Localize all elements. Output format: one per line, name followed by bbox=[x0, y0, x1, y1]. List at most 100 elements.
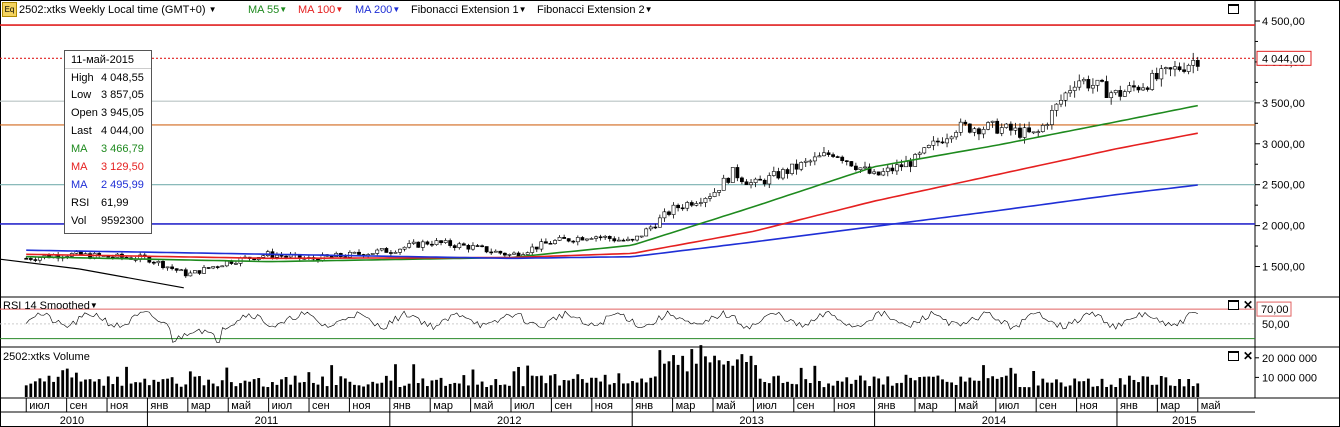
candle-body bbox=[694, 203, 699, 206]
volume-bar bbox=[1159, 376, 1163, 397]
close-icon[interactable]: ✕ bbox=[1243, 349, 1254, 363]
candle-body bbox=[24, 258, 29, 260]
volume-bar bbox=[61, 370, 65, 397]
candle-body bbox=[762, 179, 767, 185]
candle-body bbox=[357, 251, 361, 255]
volume-bar bbox=[394, 364, 397, 397]
chevron-down-icon[interactable]: ▼ bbox=[208, 5, 217, 14]
candle-body bbox=[803, 160, 808, 163]
volume-bar bbox=[471, 369, 475, 397]
candle-body bbox=[389, 252, 393, 254]
volume-bar bbox=[74, 372, 78, 397]
close-icon[interactable]: ✕ bbox=[1243, 298, 1254, 312]
candle-body bbox=[553, 240, 557, 244]
candle-body bbox=[1173, 66, 1177, 70]
month-tick-label: май bbox=[1201, 400, 1221, 412]
volume-bar bbox=[1187, 379, 1191, 397]
candle-body bbox=[1141, 87, 1145, 91]
volume-bar bbox=[88, 379, 92, 397]
chevron-down-icon[interactable]: ▼ bbox=[89, 301, 98, 310]
candle-body bbox=[33, 259, 38, 261]
volume-bar bbox=[922, 376, 926, 397]
candle-body bbox=[38, 257, 42, 261]
volume-bar bbox=[927, 376, 931, 397]
rsi-tick-50: 50,00 bbox=[1262, 319, 1290, 331]
volume-bar bbox=[425, 386, 429, 397]
volume-bar bbox=[699, 345, 703, 397]
volume-bar bbox=[1073, 378, 1077, 397]
info-high: High 4 048,55 bbox=[71, 72, 144, 84]
volume-bar bbox=[1150, 384, 1154, 397]
volume-bar bbox=[503, 384, 507, 397]
maximize-icon[interactable] bbox=[1228, 300, 1239, 310]
candle-body bbox=[165, 266, 170, 269]
ma55-legend[interactable]: MA 55▼ bbox=[248, 4, 288, 16]
candle-body bbox=[826, 152, 831, 155]
volume-bar bbox=[220, 380, 224, 397]
chevron-down-icon[interactable]: ▼ bbox=[392, 5, 401, 14]
info-ma200: MA 2 495,99 bbox=[71, 179, 144, 191]
candle-body bbox=[990, 120, 995, 123]
volume-bar bbox=[1155, 384, 1159, 397]
candle-body bbox=[904, 161, 908, 168]
fib2-legend[interactable]: Fibonacci Extension 2▼ bbox=[537, 4, 653, 16]
candle-body bbox=[562, 237, 567, 239]
volume-bar bbox=[849, 383, 853, 397]
fib1-legend[interactable]: Fibonacci Extension 1▼ bbox=[411, 4, 527, 16]
chevron-down-icon[interactable]: ▼ bbox=[335, 5, 344, 14]
volume-bar bbox=[343, 378, 347, 397]
candle-body bbox=[995, 120, 1000, 134]
candle-body bbox=[703, 198, 708, 203]
candle-body bbox=[940, 141, 945, 144]
volume-bar bbox=[649, 377, 653, 397]
candle-body bbox=[224, 260, 229, 267]
candle-body bbox=[525, 252, 530, 255]
volume-bar bbox=[1064, 386, 1067, 397]
month-tick-label: янв bbox=[150, 400, 168, 412]
symbol-label[interactable]: 2502:xtks Weekly Local time (GMT+0) ▼ bbox=[19, 4, 217, 16]
month-tick-label: май bbox=[474, 400, 494, 412]
candle-body bbox=[986, 122, 990, 130]
rsi-panel-title[interactable]: RSI 14 Smoothed▼ bbox=[3, 300, 98, 312]
volume-bar bbox=[193, 376, 197, 397]
candle-body bbox=[657, 217, 662, 228]
volume-bar bbox=[116, 376, 119, 397]
volume-bar bbox=[348, 381, 352, 397]
volume-bar bbox=[284, 377, 288, 397]
ma200-legend[interactable]: MA 200▼ bbox=[355, 4, 401, 16]
volume-bar bbox=[161, 379, 165, 397]
year-tick-label: 2010 bbox=[60, 415, 84, 427]
chevron-down-icon[interactable]: ▼ bbox=[644, 5, 653, 14]
instrument-icon[interactable]: Eq bbox=[2, 2, 17, 17]
candle-body bbox=[1177, 66, 1182, 71]
candle-body bbox=[1168, 67, 1173, 70]
ma100-legend[interactable]: MA 100▼ bbox=[298, 4, 344, 16]
volume-bar bbox=[1059, 382, 1063, 397]
candle-body bbox=[1086, 79, 1091, 89]
candle-body bbox=[493, 250, 498, 253]
volume-bar bbox=[462, 375, 466, 397]
info-vol: Vol 9592300 bbox=[71, 215, 144, 227]
volume-bar bbox=[380, 382, 384, 397]
volume-bar bbox=[435, 379, 438, 397]
volume-bar bbox=[357, 385, 361, 397]
maximize-icon[interactable] bbox=[1228, 4, 1239, 14]
candle-body bbox=[1031, 131, 1036, 134]
candle-body bbox=[630, 238, 635, 241]
volume-bar bbox=[106, 376, 110, 397]
candle-body bbox=[867, 166, 872, 174]
month-tick-label: мар bbox=[433, 400, 453, 412]
volume-tick-20m: 20 000 000 bbox=[1262, 353, 1317, 365]
volume-bar bbox=[758, 378, 762, 397]
candle-body bbox=[967, 123, 972, 133]
candle-body bbox=[411, 241, 416, 244]
volume-bar bbox=[412, 364, 416, 397]
candle-body bbox=[735, 167, 740, 179]
price-tick-label: 2 000,00 bbox=[1262, 221, 1305, 233]
volume-bar bbox=[175, 383, 179, 397]
chevron-down-icon[interactable]: ▼ bbox=[518, 5, 527, 14]
maximize-icon[interactable] bbox=[1228, 351, 1239, 361]
candle-body bbox=[612, 238, 617, 242]
chevron-down-icon[interactable]: ▼ bbox=[279, 5, 288, 14]
